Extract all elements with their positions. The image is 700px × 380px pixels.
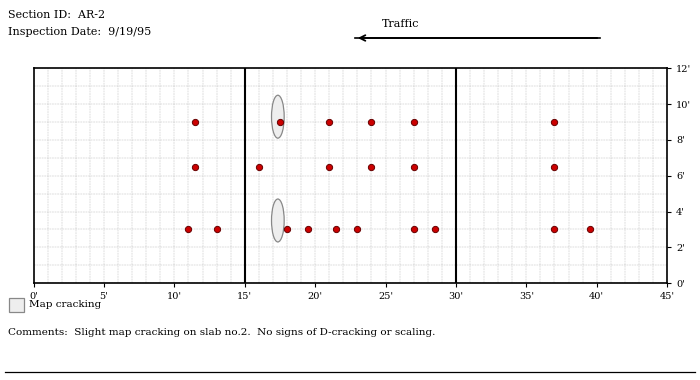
Ellipse shape [272,95,284,138]
Text: Traffic: Traffic [382,19,419,29]
Text: Map cracking: Map cracking [29,301,101,309]
Text: Section ID:  AR-2: Section ID: AR-2 [8,10,106,19]
Text: Inspection Date:  9/19/95: Inspection Date: 9/19/95 [8,27,152,36]
Text: Comments:  Slight map cracking on slab no.2.  No signs of D-cracking or scaling.: Comments: Slight map cracking on slab no… [8,328,436,337]
Ellipse shape [272,199,284,242]
Bar [10,298,24,312]
